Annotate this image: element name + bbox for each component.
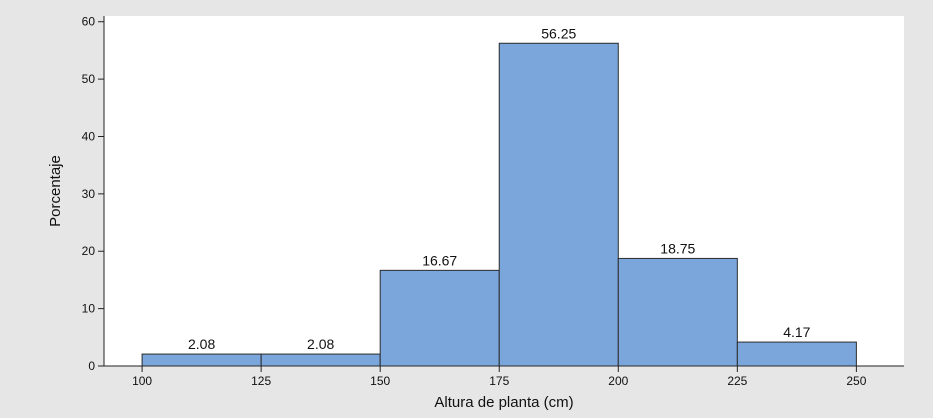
y-tick-label: 60 — [82, 15, 96, 29]
y-tick-label: 50 — [82, 72, 96, 86]
x-tick-label: 250 — [846, 374, 866, 388]
histogram-bar — [260, 353, 381, 367]
y-tick-label: 0 — [88, 359, 95, 373]
x-axis-title: Altura de planta (cm) — [434, 394, 573, 411]
bar-data-label: 16.67 — [422, 252, 457, 268]
x-tick-label: 100 — [132, 374, 152, 388]
data-labels-group: 2.08 2.08 16.67 56.25 18.75 4.17 — [188, 25, 811, 352]
histogram-bar — [617, 257, 738, 367]
y-tick-label: 10 — [82, 302, 96, 316]
x-tick-label: 125 — [251, 374, 271, 388]
y-axis-title: Porcentaje — [47, 155, 64, 227]
histogram-bar — [736, 341, 857, 367]
bars-group — [141, 42, 857, 367]
histogram-bar — [141, 353, 262, 367]
y-axis-ticks: 0 10 20 30 40 50 60 — [82, 15, 104, 373]
y-tick-label: 40 — [82, 129, 96, 143]
histogram-bar — [379, 269, 500, 367]
x-axis-ticks: 100 125 150 175 200 225 250 — [132, 366, 867, 388]
x-tick-label: 200 — [608, 374, 628, 388]
bar-data-label: 2.08 — [307, 336, 334, 352]
bar-data-label: 56.25 — [541, 25, 576, 41]
bar-data-label: 18.75 — [660, 240, 695, 256]
histogram-bar — [498, 42, 619, 367]
y-tick-label: 20 — [82, 244, 96, 258]
y-tick-label: 30 — [82, 187, 96, 201]
x-tick-label: 150 — [370, 374, 390, 388]
x-tick-label: 225 — [727, 374, 747, 388]
bar-data-label: 4.17 — [783, 324, 810, 340]
x-tick-label: 175 — [489, 374, 509, 388]
bar-data-label: 2.08 — [188, 336, 215, 352]
